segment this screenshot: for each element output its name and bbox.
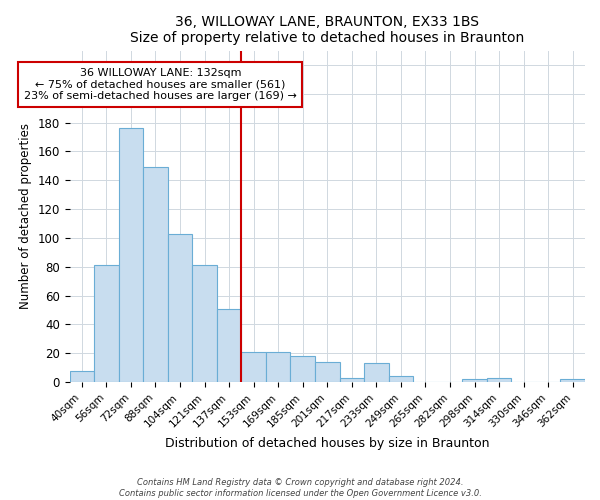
Bar	[192, 266, 217, 382]
Bar	[290, 356, 315, 382]
Bar	[241, 352, 266, 382]
Bar	[389, 376, 413, 382]
Bar	[487, 378, 511, 382]
Text: 36 WILLOWAY LANE: 132sqm
← 75% of detached houses are smaller (561)
23% of semi-: 36 WILLOWAY LANE: 132sqm ← 75% of detach…	[24, 68, 297, 101]
Bar	[94, 266, 119, 382]
Bar	[266, 352, 290, 382]
Text: Contains HM Land Registry data © Crown copyright and database right 2024.
Contai: Contains HM Land Registry data © Crown c…	[119, 478, 481, 498]
Bar	[70, 370, 94, 382]
Bar	[364, 364, 389, 382]
Title: 36, WILLOWAY LANE, BRAUNTON, EX33 1BS
Size of property relative to detached hous: 36, WILLOWAY LANE, BRAUNTON, EX33 1BS Si…	[130, 15, 524, 45]
Y-axis label: Number of detached properties: Number of detached properties	[19, 124, 32, 310]
Bar	[340, 378, 364, 382]
Bar	[119, 128, 143, 382]
Bar	[167, 234, 192, 382]
Bar	[462, 379, 487, 382]
Bar	[143, 168, 167, 382]
Bar	[217, 308, 241, 382]
X-axis label: Distribution of detached houses by size in Braunton: Distribution of detached houses by size …	[165, 437, 490, 450]
Bar	[315, 362, 340, 382]
Bar	[560, 379, 585, 382]
